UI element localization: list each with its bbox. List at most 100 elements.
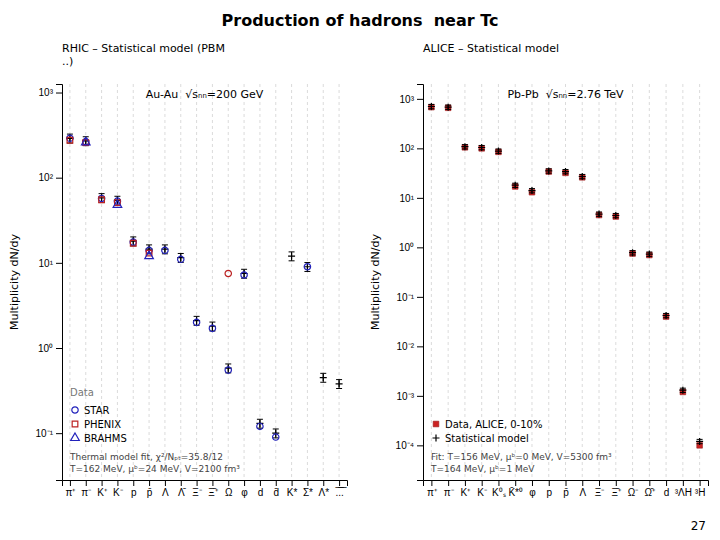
x-tick-label: Ω⁻ bbox=[628, 487, 639, 498]
x-tick: π⁻ bbox=[444, 480, 455, 498]
x-tick-label: K⁰ₛ bbox=[492, 487, 506, 498]
marker bbox=[612, 212, 619, 219]
y-tick-label: 10³ bbox=[39, 87, 54, 98]
x-tick: Λ̄ bbox=[178, 480, 187, 498]
y-tick-label: 10² bbox=[400, 143, 415, 154]
y-tick-mark bbox=[417, 99, 423, 100]
x-tick-label: d̄ bbox=[273, 487, 279, 498]
x-tick-mark bbox=[566, 480, 567, 486]
annotation-line: Fit: T=156 MeV, μᵇ=0 MeV, V=5300 fm³ bbox=[431, 452, 612, 462]
x-tick-mark bbox=[181, 480, 182, 486]
error-bar bbox=[99, 194, 105, 203]
x-axis: π⁺π⁻K⁺K⁻pp̄ΛΛ̄Ξ⁻Ξ̄⁺Ωφdd̄K*Σ*Λ*.̅.̅.̅ bbox=[63, 480, 348, 498]
x-tick-label: p̄ bbox=[563, 487, 569, 498]
y-tick-mark bbox=[56, 348, 62, 349]
grid bbox=[70, 84, 339, 480]
legend-symbol bbox=[72, 421, 78, 427]
marker bbox=[696, 438, 703, 445]
y-tick-label: 10⁻⁴ bbox=[396, 440, 414, 451]
x-tick-mark bbox=[117, 480, 118, 486]
x-tick: φ bbox=[241, 480, 248, 498]
page: Production of hadrons near Tc27RHIC – St… bbox=[0, 0, 720, 540]
y-tick-label: 10⁻¹ bbox=[36, 428, 54, 439]
x-tick: d bbox=[664, 480, 670, 498]
x-tick-label: K⁻ bbox=[477, 487, 488, 498]
plot: 10⁻¹10⁰10¹10²10³π⁺π⁻K⁺K⁻pp̄ΛΛ̄Ξ⁻Ξ̄⁺Ωφdd̄… bbox=[8, 84, 348, 498]
x-tick: Λ* bbox=[318, 480, 329, 498]
annotation-line: T=162 MeV, μᵇ=24 MeV, V=2100 fm³ bbox=[69, 464, 240, 474]
marks bbox=[428, 103, 703, 448]
x-tick: K̄*⁰ bbox=[508, 480, 523, 498]
x-tick-label: Λ bbox=[579, 487, 586, 498]
legend-label: BRAHMS bbox=[84, 433, 127, 444]
error-bar bbox=[130, 237, 136, 246]
x-tick-mark bbox=[649, 480, 650, 486]
marker bbox=[528, 187, 535, 194]
marker bbox=[193, 319, 199, 325]
x-tick-label: Σ* bbox=[303, 487, 313, 498]
y-tick-label: 10⁻² bbox=[397, 341, 415, 352]
x-tick: Λ bbox=[579, 480, 586, 498]
x-tick-label: π⁺ bbox=[427, 487, 438, 498]
x-tick: K⁻ bbox=[477, 480, 488, 498]
series bbox=[81, 137, 153, 258]
error-bar bbox=[289, 252, 295, 261]
x-tick-label: Λ* bbox=[318, 487, 329, 498]
x-tick-mark bbox=[700, 480, 701, 486]
y-tick-mark bbox=[417, 198, 423, 199]
marker bbox=[113, 200, 122, 207]
marker bbox=[225, 270, 231, 276]
y-tick-label: 10² bbox=[39, 172, 54, 183]
marker bbox=[161, 246, 168, 253]
legend-symbol bbox=[71, 433, 80, 440]
x-tick: ³ΛH bbox=[675, 480, 692, 498]
subtitle: RHIC – Statistical model (PBM..) bbox=[62, 42, 225, 68]
error-bar bbox=[146, 245, 152, 254]
x-tick: Ω⁻ bbox=[628, 480, 639, 498]
x-tick-mark bbox=[339, 480, 340, 486]
marker bbox=[304, 264, 310, 270]
x-tick-label: π⁻ bbox=[444, 487, 455, 498]
marker bbox=[67, 137, 73, 143]
y-tick-label: 10¹ bbox=[39, 258, 54, 269]
marker bbox=[629, 249, 636, 256]
legend: STARPHENIXBRAHMS bbox=[71, 405, 127, 444]
annotation-line: T=164 MeV, μᵇ=1 MeV bbox=[430, 464, 535, 474]
x-tick-label: Ξ̄⁺ bbox=[612, 487, 622, 498]
x-tick-mark bbox=[260, 480, 261, 486]
x-tick-label: K⁺ bbox=[461, 487, 472, 498]
y-tick: 10⁻³ bbox=[397, 391, 423, 402]
marker bbox=[130, 239, 136, 245]
x-tick-mark bbox=[515, 480, 516, 486]
marker bbox=[304, 263, 311, 270]
y-tick: 10³ bbox=[39, 87, 62, 98]
x-tick-mark bbox=[228, 480, 229, 486]
x-tick-mark bbox=[70, 480, 71, 486]
grid-line bbox=[615, 84, 616, 480]
x-axis-line bbox=[63, 481, 348, 487]
annotation-line: Data bbox=[70, 387, 94, 398]
grid-line bbox=[275, 84, 276, 480]
x-tick-label: K* bbox=[287, 487, 298, 498]
annotation: Fit: T=156 MeV, μᵇ=0 MeV, V=5300 fm³ T=16… bbox=[430, 452, 612, 474]
series bbox=[66, 134, 342, 438]
y-tick-mark bbox=[417, 247, 423, 248]
grid bbox=[431, 84, 699, 480]
subtitle: ALICE – Statistical model bbox=[423, 42, 559, 55]
x-tick-mark bbox=[633, 480, 634, 486]
marker bbox=[579, 173, 586, 180]
y-tick-mark bbox=[417, 445, 423, 446]
y-tick-label: 10⁰ bbox=[399, 242, 414, 253]
x-tick: K⁻ bbox=[113, 480, 124, 498]
legend-label: Data, ALICE, 0-10% bbox=[445, 419, 542, 430]
x-tick: φ bbox=[529, 480, 536, 498]
marker bbox=[428, 103, 435, 110]
x-tick-label: Ω bbox=[225, 487, 233, 498]
x-tick-label: ³H bbox=[695, 487, 706, 498]
y-label: Multiplicity dN/dy bbox=[8, 234, 21, 330]
y-tick: 10⁻¹ bbox=[36, 428, 62, 439]
annotation: Data bbox=[70, 387, 94, 398]
legend-item: Statistical model bbox=[433, 433, 529, 444]
x-tick-mark bbox=[482, 480, 483, 486]
y-tick: 10⁻² bbox=[397, 341, 423, 352]
